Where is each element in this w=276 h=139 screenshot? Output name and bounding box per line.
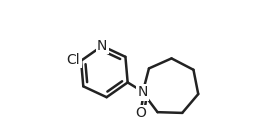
- Text: N: N: [97, 39, 107, 53]
- Text: O: O: [136, 106, 146, 120]
- Text: Cl: Cl: [67, 53, 80, 67]
- Text: N: N: [137, 85, 148, 99]
